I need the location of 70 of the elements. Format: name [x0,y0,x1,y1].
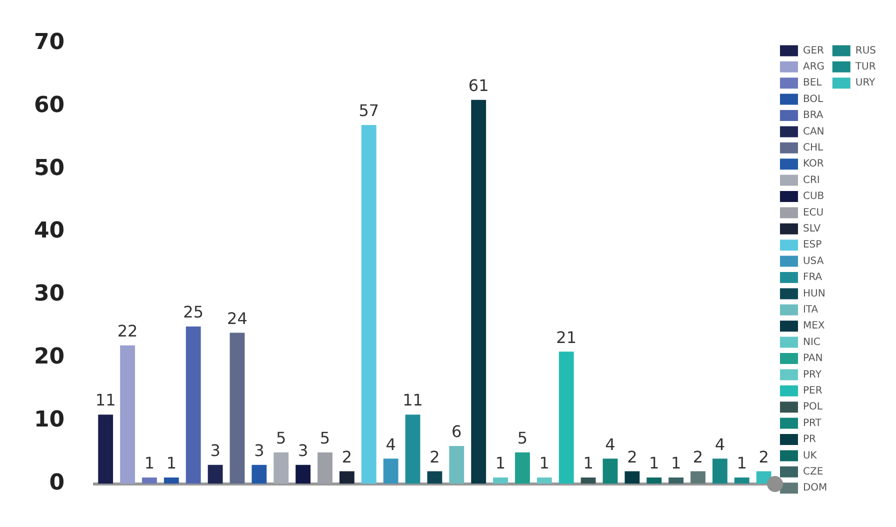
data-label: 11 [95,390,116,410]
legend-label: NIC [802,336,820,348]
legend-label: HUN [802,288,826,300]
legend-label: BEL [802,78,822,89]
y-tick-label: 50 [34,156,65,181]
data-label: 3 [254,441,264,460]
data-label: 5 [320,428,330,448]
data-label: 1 [649,454,660,473]
y-tick-label: 40 [34,218,65,244]
data-label: 5 [276,428,286,448]
legend-label: ECU [802,207,824,218]
legend-label: FRA [802,272,822,284]
data-label: 2 [627,447,638,466]
data-label: 1 [166,454,176,473]
y-tick-label: 20 [34,344,65,370]
data-label: 1 [539,454,550,473]
data-label: 22 [117,321,138,340]
y-tick-label: 70 [34,30,65,55]
data-label: 5 [517,428,528,448]
legend-label: PAN [802,353,823,364]
legend-label: RUS [855,45,876,56]
legend-label: UK [802,450,818,462]
legend-label: ARG [802,61,825,72]
data-label: 2 [342,447,352,466]
legend-label: CZE [802,466,824,478]
legend-label: KOR [802,158,824,170]
legend-label: PRT [802,418,822,429]
data-label: 2 [692,447,704,466]
y-tick-label: 60 [34,92,65,118]
legend-label: CUB [802,191,824,202]
data-label: 1 [495,454,506,473]
legend-label: USA [802,256,824,267]
data-label: 1 [144,454,155,473]
legend-label: GER [802,45,824,56]
legend-label: CRI [802,174,820,186]
legend-label: ESP [802,240,822,251]
data-label: 1 [736,454,747,473]
data-label: 2 [430,447,440,466]
data-label: 25 [183,302,204,322]
legend-label: DOM [802,482,828,494]
y-tick-label: 0 [49,470,65,496]
data-label: 4 [714,434,726,454]
data-label: 1 [670,454,682,473]
legend-label: URY [855,78,876,89]
legend-label: BRA [802,110,824,122]
data-label: 24 [227,308,248,328]
data-label: 11 [402,390,423,410]
legend-label: SLV [802,223,821,234]
legend-label: POL [802,402,823,413]
legend-label: PRY [802,369,822,380]
y-tick-label: 30 [34,282,65,307]
legend-label: CAN [802,126,824,138]
data-label: 61 [468,76,489,96]
data-label: 21 [556,328,577,347]
legend-label: PER [802,385,822,396]
y-tick-label: 10 [34,408,65,433]
data-label: 4 [386,434,396,454]
legend-label: ITA [802,304,818,316]
data-label: 6 [452,422,462,442]
legend-label: TUR [854,61,876,72]
legend-label: CHL [802,142,824,154]
data-label: 1 [583,454,594,473]
legend-label: PR [802,434,816,446]
data-label: 2 [758,447,769,466]
data-label: 57 [358,101,380,120]
legend-label: MEX [802,320,825,332]
data-label: 4 [605,434,616,454]
data-label: 3 [210,441,220,460]
legend-label: BOL [802,94,824,105]
data-label: 3 [298,441,308,460]
